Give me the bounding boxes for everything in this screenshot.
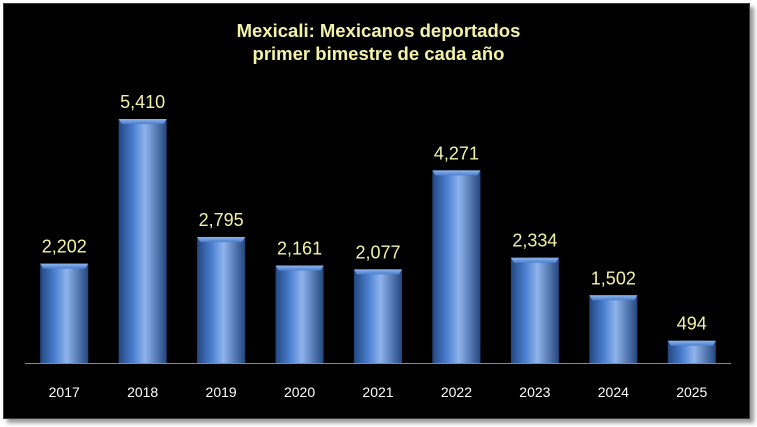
value-label-2023: 2,334 bbox=[512, 231, 557, 251]
bar-2024 bbox=[589, 295, 638, 363]
chart-title: Mexicali: Mexicanos deportados primer bi… bbox=[0, 19, 757, 65]
bar-2025 bbox=[667, 340, 716, 363]
bar-cap-2024 bbox=[589, 295, 638, 301]
bar-cap-2019 bbox=[197, 236, 246, 242]
x-tick-label-2025: 2025 bbox=[676, 384, 707, 400]
bars-group: 2,202 2017 5,410 2018 2,795 2019 2,161 2020 2,07… bbox=[40, 92, 716, 400]
value-label-2017: 2,202 bbox=[42, 237, 87, 257]
bar-2017 bbox=[40, 263, 89, 363]
bar-2021 bbox=[354, 269, 402, 363]
bar-cap-2020 bbox=[275, 265, 324, 271]
x-tick-label-2022: 2022 bbox=[441, 384, 472, 400]
value-label-2020: 2,161 bbox=[277, 239, 322, 259]
bar-2019 bbox=[197, 236, 246, 363]
value-label-2024: 1,502 bbox=[591, 268, 636, 288]
value-label-2022: 4,271 bbox=[434, 143, 479, 163]
bar-cap-2022 bbox=[432, 170, 481, 176]
x-tick-label-2018: 2018 bbox=[127, 384, 158, 400]
value-label-2021: 2,077 bbox=[355, 242, 400, 262]
bar-cap-2025 bbox=[667, 340, 716, 346]
bar-2020 bbox=[275, 265, 324, 363]
bar-2018 bbox=[118, 119, 167, 363]
value-label-2018: 5,410 bbox=[120, 92, 165, 112]
bar-cap-2021 bbox=[354, 269, 402, 275]
bar-2023 bbox=[510, 257, 559, 363]
bar-cap-2023 bbox=[510, 257, 559, 263]
value-label-2025: 494 bbox=[677, 314, 707, 334]
bar-2022 bbox=[432, 170, 481, 363]
bar-cap-2017 bbox=[40, 263, 89, 269]
value-label-2019: 2,795 bbox=[199, 210, 244, 230]
x-tick-label-2019: 2019 bbox=[206, 384, 237, 400]
x-tick-label-2024: 2024 bbox=[598, 384, 629, 400]
x-tick-label-2021: 2021 bbox=[362, 384, 393, 400]
x-tick-label-2017: 2017 bbox=[49, 384, 80, 400]
bar-cap-2018 bbox=[118, 119, 167, 124]
x-tick-label-2023: 2023 bbox=[519, 384, 550, 400]
chart-title-line-2: primer bimestre de cada año bbox=[252, 43, 505, 64]
x-tick-label-2020: 2020 bbox=[284, 384, 315, 400]
chart-title-line-1: Mexicali: Mexicanos deportados bbox=[236, 20, 521, 41]
